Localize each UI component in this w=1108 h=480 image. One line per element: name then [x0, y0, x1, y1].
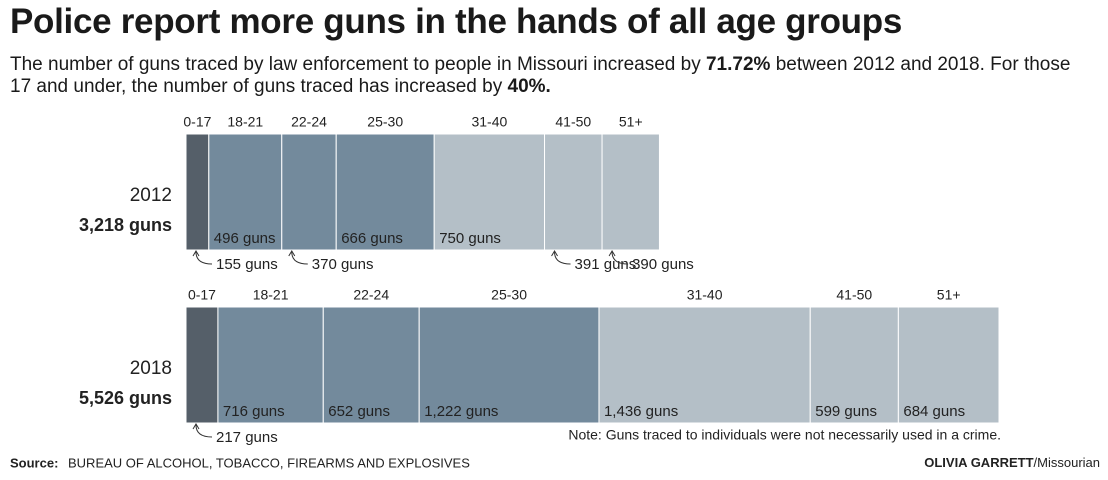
- source-label: Source:: [10, 455, 58, 470]
- bar-segment: [208, 133, 283, 251]
- callout-arrowhead: [551, 250, 558, 257]
- credit: OLIVIA GARRETT/Missourian: [924, 455, 1100, 470]
- year-label: 2018: [130, 358, 172, 379]
- callout-arrow: [611, 251, 629, 265]
- bar-segment: [335, 133, 435, 251]
- total-label: 5,526 guns: [79, 388, 172, 408]
- bar-segment: [598, 306, 811, 424]
- value-label: 217 guns: [216, 429, 278, 446]
- callout-arrowhead: [192, 250, 200, 257]
- category-label: 41-50: [555, 114, 591, 130]
- value-label: 370 guns: [312, 256, 374, 273]
- category-label: 0-17: [183, 114, 211, 130]
- bar-segment: [897, 306, 1000, 424]
- category-label: 25-30: [367, 114, 403, 130]
- value-label: 750 guns: [439, 230, 501, 247]
- category-label: 31-40: [687, 287, 723, 303]
- value-label: 1,222 guns: [424, 403, 498, 420]
- subtitle-text: between 2012 and 2018. For those 17 and …: [10, 54, 1071, 97]
- callout-arrowhead: [288, 250, 296, 257]
- bar-segment: [185, 133, 210, 251]
- category-label: 41-50: [836, 287, 872, 303]
- value-label: 155 guns: [216, 256, 278, 273]
- callout-arrow: [554, 251, 571, 265]
- callout-arrowhead: [192, 423, 200, 430]
- subtitle-highlight: 40%.: [507, 76, 551, 97]
- category-label: 18-21: [227, 114, 263, 130]
- value-label: 599 guns: [815, 403, 877, 420]
- year-label: 2012: [130, 185, 172, 206]
- bar-segment: [544, 133, 603, 251]
- category-label: 51+: [619, 114, 643, 130]
- subtitle: The number of guns traced by law enforce…: [10, 54, 1080, 98]
- value-label: 1,436 guns: [604, 403, 678, 420]
- category-label: 22-24: [353, 287, 389, 303]
- bar-segment: [809, 306, 899, 424]
- value-label: 496 guns: [214, 230, 276, 247]
- value-label: 716 guns: [223, 403, 285, 420]
- credit-org: /Missourian: [1034, 455, 1100, 470]
- subtitle-highlight: 71.72%: [705, 54, 771, 75]
- source: BUREAU OF ALCOHOL, TOBACCO, FIREARMS AND…: [68, 455, 470, 470]
- category-label: 31-40: [471, 114, 507, 130]
- category-label: 51+: [937, 287, 961, 303]
- category-label: 0-17: [188, 287, 216, 303]
- total-label: 3,218 guns: [79, 215, 172, 235]
- bar-segment: [217, 306, 324, 424]
- category-label: 18-21: [253, 287, 289, 303]
- callout-arrow: [195, 424, 213, 438]
- bar-segment: [185, 306, 219, 424]
- value-label: 652 guns: [328, 403, 390, 420]
- callout-arrow: [195, 251, 213, 265]
- bar-segment: [322, 306, 420, 424]
- bar-segment: [281, 133, 337, 251]
- callout-arrowhead: [608, 250, 616, 257]
- value-label: 684 guns: [903, 403, 965, 420]
- credit-name: OLIVIA GARRETT: [924, 455, 1033, 470]
- value-label: 666 guns: [341, 230, 403, 247]
- category-label: 22-24: [291, 114, 327, 130]
- note: Note: Guns traced to individuals were no…: [568, 427, 1001, 443]
- value-label: 391 guns: [575, 256, 637, 273]
- bar-segment: [418, 306, 600, 424]
- category-label: 25-30: [491, 287, 527, 303]
- chart-title: Police report more guns in the hands of …: [10, 2, 902, 41]
- callout-arrow: [291, 251, 308, 265]
- bar-segment: [601, 133, 660, 251]
- subtitle-text: The number of guns traced by law enforce…: [10, 54, 706, 75]
- bar-segment: [433, 133, 546, 251]
- value-label: 390 guns: [632, 256, 694, 273]
